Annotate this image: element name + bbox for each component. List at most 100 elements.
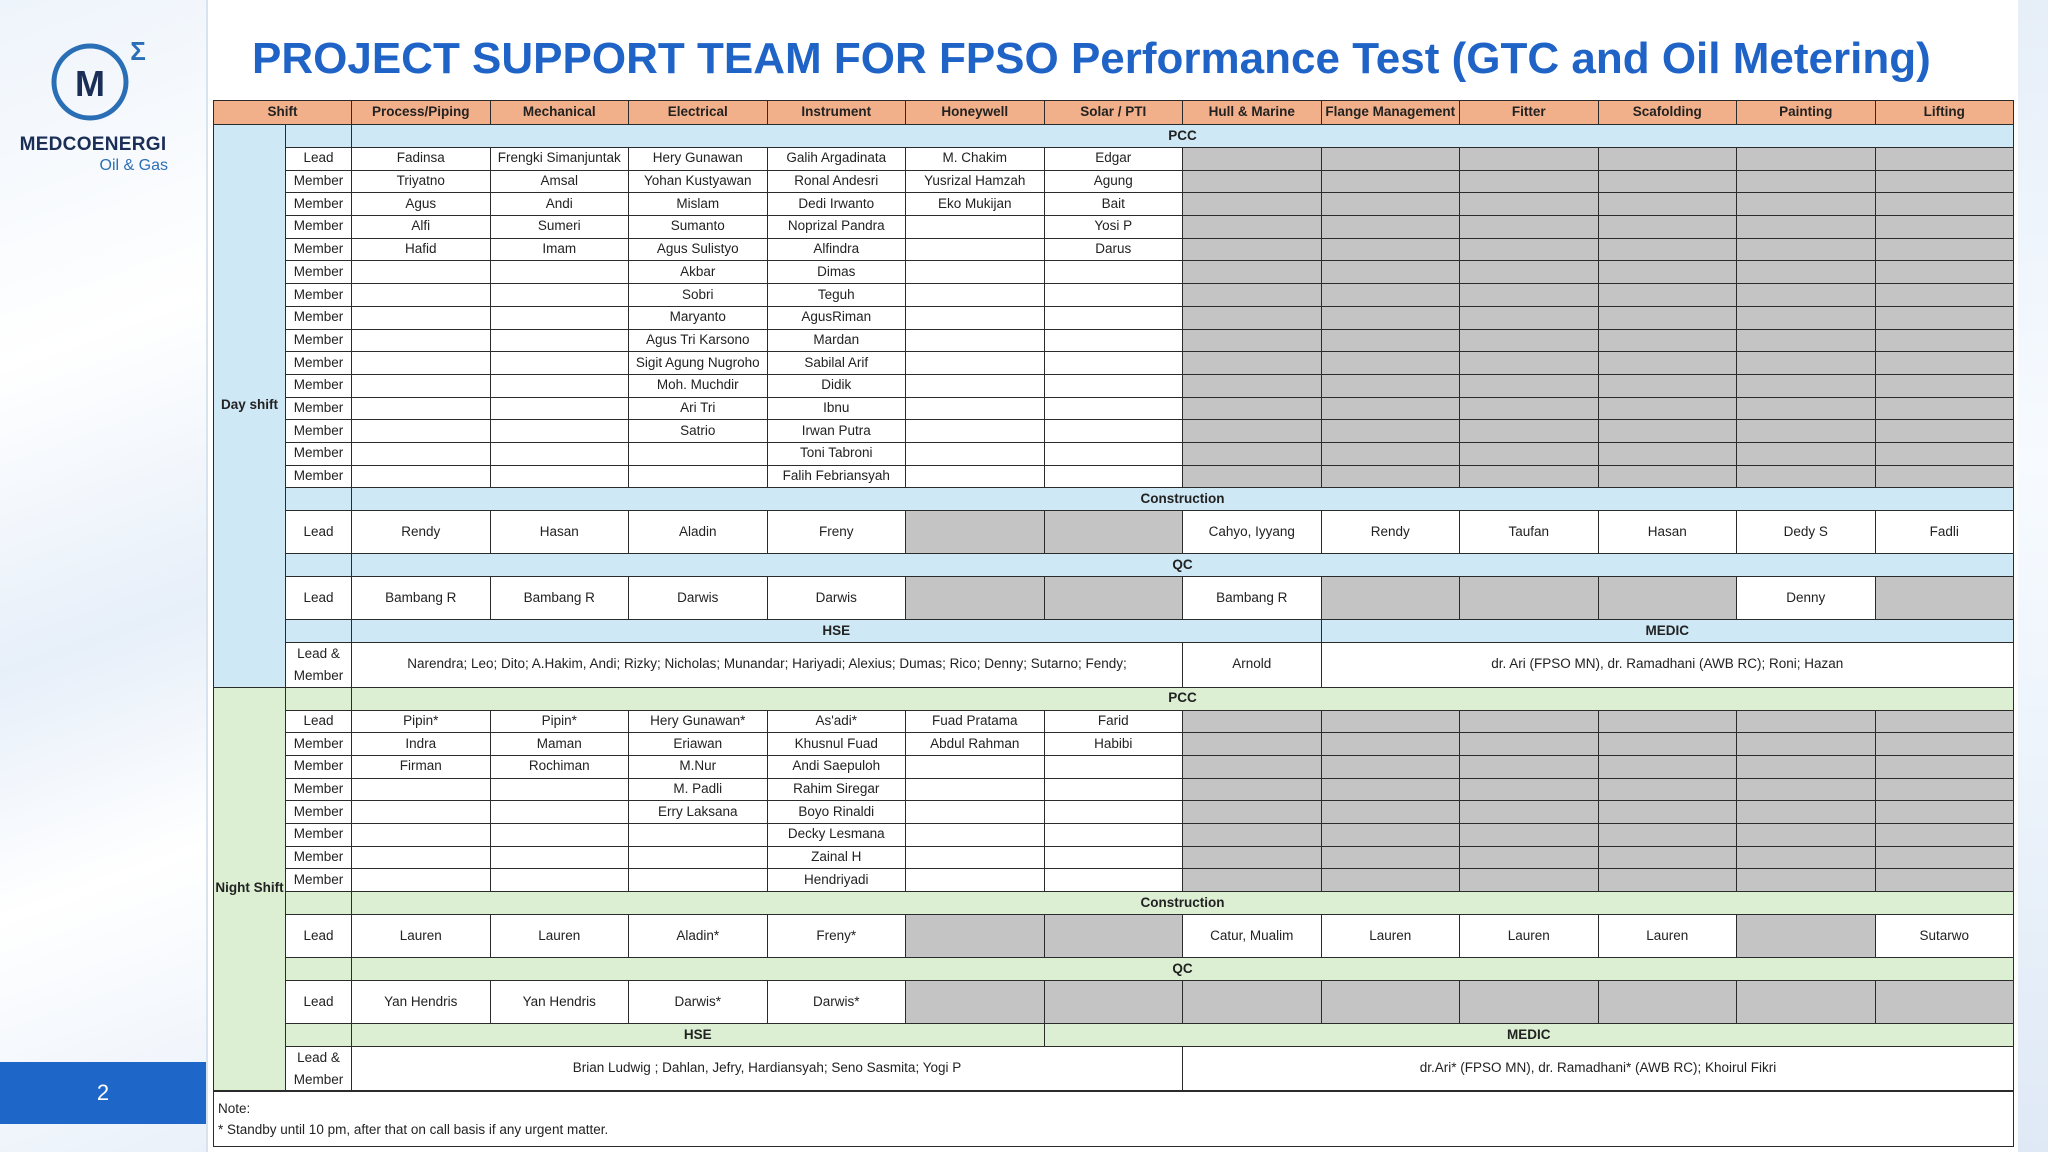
na-cell [1736, 822, 1876, 847]
table-row: Member Zainal H [214, 845, 2014, 870]
table-cell [489, 419, 629, 443]
na-cell [1874, 396, 2014, 421]
na-cell [1597, 283, 1737, 307]
na-cell [1320, 147, 1460, 171]
table-row: Member Hafid Imam Agus Sulistyo Alfindra Daru… [214, 237, 2014, 262]
na-cell [1182, 754, 1322, 779]
table-cell [905, 576, 1045, 621]
na-cell [1736, 283, 1876, 307]
na-cell [1874, 192, 2014, 217]
table-cell: Abdul Rahman [905, 732, 1045, 756]
na-cell [1459, 777, 1599, 802]
day-hse-section-title: HSE [351, 619, 1322, 644]
table-row: Member Agus Tri Karsono Mardan [214, 328, 2014, 353]
na-cell [1736, 732, 1876, 756]
table-cell [1874, 576, 2014, 621]
na-cell [1182, 845, 1322, 870]
table-cell: Frengki Simanjuntak [489, 147, 629, 171]
table-cell [628, 868, 768, 892]
table-cell [1043, 419, 1183, 443]
table-cell: Darwis* [766, 980, 906, 1024]
table-cell: Sigit Agung Nugroho [628, 351, 768, 375]
table-cell: Boyo Rinaldi [766, 800, 906, 824]
na-cell [1320, 351, 1460, 375]
na-cell [1736, 169, 1876, 194]
na-cell [1874, 169, 2014, 194]
na-cell [1597, 754, 1737, 779]
table-row: Lead Fadinsa Frengki Simanjuntak Hery Gunaw… [214, 147, 2014, 171]
role-cell: Member [285, 800, 352, 824]
na-cell [1320, 419, 1460, 443]
na-cell [1459, 754, 1599, 779]
table-row: Member Triyatno Amsal Yohan Kustyawan Ronal … [214, 169, 2014, 194]
table-row: Member M. Padli Rahim Siregar [214, 777, 2014, 802]
na-cell [1182, 464, 1322, 489]
table-cell: M. Padli [628, 777, 768, 802]
na-cell [1597, 373, 1737, 398]
na-cell [1459, 441, 1599, 466]
na-cell [1597, 777, 1737, 802]
table-cell [351, 800, 491, 824]
na-cell [1459, 822, 1599, 847]
na-cell [1459, 260, 1599, 285]
header-fitter: Fitter [1459, 100, 1599, 125]
day-hse-medic-row: Lead & Member Narendra; Leo; Dito; A.Haki… [214, 642, 2014, 688]
table-cell: Imam [489, 237, 629, 262]
table-row: Member Satrio Irwan Putra [214, 419, 2014, 443]
role-cell: Member [285, 237, 352, 262]
table-cell: Aladin [628, 510, 768, 555]
table-row: Member Sobri Teguh [214, 283, 2014, 307]
table-cell [1043, 754, 1183, 779]
na-cell [1874, 419, 2014, 443]
table-cell: Andi Saepuloh [766, 754, 906, 779]
na-cell [1459, 328, 1599, 353]
night-medic-members: dr.Ari* (FPSO MN), dr. Ramadhani* (AWB R… [1182, 1046, 2014, 1092]
na-cell [1182, 396, 1322, 421]
table-cell [905, 845, 1045, 870]
role-cell: Member [285, 283, 352, 307]
na-cell [1736, 754, 1876, 779]
header-flange-management: Flange Management [1320, 100, 1460, 125]
table-cell [628, 845, 768, 870]
na-cell [1597, 868, 1737, 892]
table-cell [489, 464, 629, 489]
table-cell: Maman [489, 732, 629, 756]
table-cell: Sobri [628, 283, 768, 307]
table-cell [351, 373, 491, 398]
day-construction-section-row: Construction [214, 487, 2014, 512]
na-cell [1459, 419, 1599, 443]
na-cell [1320, 215, 1460, 239]
table-cell: Khusnul Fuad [766, 732, 906, 756]
table-cell: Irwan Putra [766, 419, 906, 443]
na-cell [1182, 147, 1322, 171]
role-cell: Member [285, 169, 352, 194]
table-cell: Agus Sulistyo [628, 237, 768, 262]
na-cell [1320, 373, 1460, 398]
night-pcc-section-row: Night Shift PCC [213, 686, 2014, 1092]
table-cell [351, 868, 491, 892]
table-cell [489, 800, 629, 824]
na-cell [1182, 800, 1322, 824]
na-cell [1597, 169, 1737, 194]
table-cell: Rochiman [489, 754, 629, 779]
table-row: Member Toni Tabroni [214, 441, 2014, 466]
day-construction-lead-row: Lead Rendy Hasan Aladin Freny Cahyo, Iyyang Re… [214, 510, 2014, 555]
table-cell: Rahim Siregar [766, 777, 906, 802]
na-cell [1182, 260, 1322, 285]
night-qc-lead-row: Lead Yan Hendris Yan Hendris Darwis* Darwis* [214, 980, 2014, 1024]
na-cell [1320, 464, 1460, 489]
role-cell: Member [285, 328, 352, 353]
role-cell: Member [285, 260, 352, 285]
table-cell: M.Nur [628, 754, 768, 779]
role-cell: Member [285, 845, 352, 870]
na-cell [1736, 328, 1876, 353]
table-cell [489, 868, 629, 892]
na-cell [1874, 868, 2014, 892]
na-cell [1597, 215, 1737, 239]
table-cell [905, 777, 1045, 802]
table-cell [489, 845, 629, 870]
na-cell [1874, 260, 2014, 285]
na-cell [1320, 822, 1460, 847]
table-cell: Moh. Muchdir [628, 373, 768, 398]
table-cell: Aladin* [628, 914, 768, 958]
